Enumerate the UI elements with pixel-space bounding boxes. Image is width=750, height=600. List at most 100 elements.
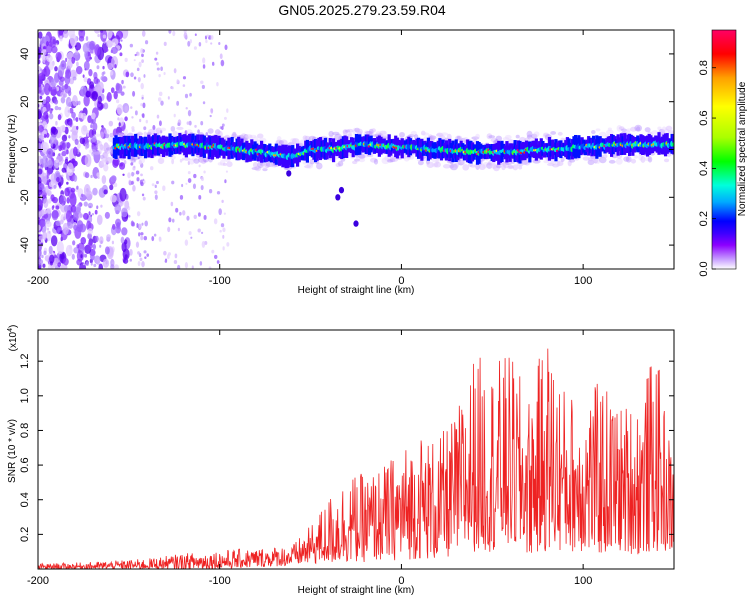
spectrogram-halo-cell xyxy=(615,158,623,165)
spectrogram-noise-cell xyxy=(64,187,70,197)
spectrogram-halo-cell xyxy=(136,132,143,136)
spectrogram-noise-cell xyxy=(55,176,60,183)
spectrogram-halo-cell xyxy=(491,163,497,169)
snr-x-ticks: -200 -100 0 100 xyxy=(27,330,592,587)
spectrogram-halo-cell xyxy=(89,136,96,140)
spectrogram-halo-cell xyxy=(521,159,528,165)
spectrogram-halo-cell xyxy=(607,127,612,131)
spectrogram-noise-cell xyxy=(156,132,159,136)
spectrogram-halo-cell xyxy=(552,163,559,168)
spectrogram-noise-cell xyxy=(58,153,61,157)
spectrogram-noise-cell xyxy=(140,47,144,54)
spectrogram-noise-cell xyxy=(132,90,136,97)
spectrogram-halo-cell xyxy=(100,160,108,166)
spectrogram-halo-cell xyxy=(389,158,396,163)
spectrogram-noise-cell xyxy=(177,122,181,126)
spectrogram-halo-cell xyxy=(486,133,493,140)
spectrogram-noise-cell xyxy=(136,67,140,72)
spectrogram-noise-cell xyxy=(111,223,116,230)
spectrogram-halo-cell xyxy=(188,158,195,165)
spectrogram-noise-cell xyxy=(133,158,136,163)
spectrogram-halo-cell xyxy=(663,158,670,163)
spectrogram-halo-cell xyxy=(555,160,561,168)
spectrogram-halo-cell xyxy=(440,132,449,136)
spectrogram-noise-cell xyxy=(59,35,63,42)
spectrogram-noise-cell xyxy=(182,76,187,80)
spectrogram-halo-cell xyxy=(202,156,210,163)
spectrogram-noise-cell xyxy=(223,212,226,215)
spectrogram-halo-cell xyxy=(531,133,538,139)
spectrogram-halo-cell xyxy=(332,131,340,136)
spectrogram-noise-cell xyxy=(154,194,158,200)
spectrogram-halo-cell xyxy=(103,128,110,135)
spectrogram-noise-cell xyxy=(102,34,107,39)
spectrogram-halo-cell xyxy=(433,161,441,168)
spectrogram-noise-cell xyxy=(162,185,166,192)
spectrogram-noise-cell xyxy=(140,82,144,90)
spectrogram-halo-cell xyxy=(651,130,659,135)
spectrogram-noise-cell xyxy=(143,235,148,241)
spectrogram-halo-cell xyxy=(200,158,207,164)
spectrogram-noise-cell xyxy=(59,219,64,225)
spectrogram-halo-cell xyxy=(502,137,510,141)
spectrogram-halo-cell xyxy=(403,156,410,162)
spectrogram-noise-cell xyxy=(122,85,126,89)
spectrogram-halo-cell xyxy=(640,156,646,163)
spectrogram-noise-cell xyxy=(168,217,172,223)
spectrogram-noise-cell xyxy=(200,80,204,85)
spectrogram-noise-cell xyxy=(74,42,82,51)
y-tick-label: 1.0 xyxy=(19,388,31,403)
spectrogram-noise-cell xyxy=(115,225,121,234)
spectrogram-halo-cell xyxy=(665,125,673,131)
x-tick-label: -100 xyxy=(209,275,231,287)
spectrogram-noise-cell xyxy=(46,207,52,214)
spectrogram-halo-cell xyxy=(592,158,599,163)
spectrogram-halo-cell xyxy=(226,161,233,168)
spectrogram-noise-cell xyxy=(160,100,164,106)
spectrogram-noise-cell xyxy=(76,185,79,190)
spectrogram-halo-cell xyxy=(261,163,269,170)
spectrogram-halo-cell xyxy=(290,138,297,145)
spectrogram-noise-cell xyxy=(51,209,59,221)
spectrogram-halo-cell xyxy=(644,127,651,133)
spectrogram-halo-cell xyxy=(137,131,143,137)
spectrogram-noise-cell xyxy=(46,55,53,63)
spectrogram-noise-cell xyxy=(98,187,106,198)
spectrogram-noise-cell xyxy=(133,76,137,80)
spectrogram-noise-cell xyxy=(222,227,226,233)
x-tick-label: 0 xyxy=(398,275,404,287)
spectrogram-noise-cell xyxy=(174,253,178,259)
spectrogram-halo-cell xyxy=(291,138,300,145)
spectrogram-noise-cell xyxy=(187,161,191,166)
spectrogram-noise-cell xyxy=(50,85,57,96)
spectrogram-noise-cell xyxy=(187,109,192,117)
spectrogram-halo-cell xyxy=(131,155,139,161)
spectrogram-halo-cell xyxy=(595,158,601,164)
spectrogram-noise-cell xyxy=(88,211,91,215)
spectrogram-noise-cell xyxy=(47,198,52,204)
spectrogram-noise-cell xyxy=(173,113,176,118)
spectrogram-noise-cell xyxy=(60,91,67,98)
spectrogram-noise-cell xyxy=(226,108,229,113)
spectrogram-noise-cell xyxy=(163,250,167,256)
spectrogram-noise-cell xyxy=(86,129,91,137)
spectrogram-halo-cell xyxy=(217,162,223,166)
colorbar-label: Normalized spectral amplitude xyxy=(737,81,748,216)
spectrogram-halo-cell xyxy=(502,161,509,169)
spectrogram-halo-cell xyxy=(316,162,323,170)
spectrogram-noise-cell xyxy=(204,35,208,40)
spectrogram-noise-cell xyxy=(91,90,99,100)
spectrogram-halo-cell xyxy=(91,146,98,151)
spectrogram-noise-cell xyxy=(66,149,69,155)
spectrogram-halo-cell xyxy=(431,163,439,168)
spectrogram-noise-cell xyxy=(136,225,139,229)
spectrogram-noise-cell xyxy=(200,184,204,191)
spectrogram-halo-cell xyxy=(533,131,540,137)
spectrogram-noise-cell xyxy=(205,39,208,44)
spectrogram-noise-cell xyxy=(87,241,93,250)
figure-title: GN05.2025.279.23.59.R04 xyxy=(278,2,446,18)
spectrogram-halo-cell xyxy=(408,134,415,138)
spectrogram-noise-cell xyxy=(82,263,86,266)
spectrogram-halo-cell xyxy=(260,161,266,167)
spectrogram-noise-cell xyxy=(144,220,148,227)
